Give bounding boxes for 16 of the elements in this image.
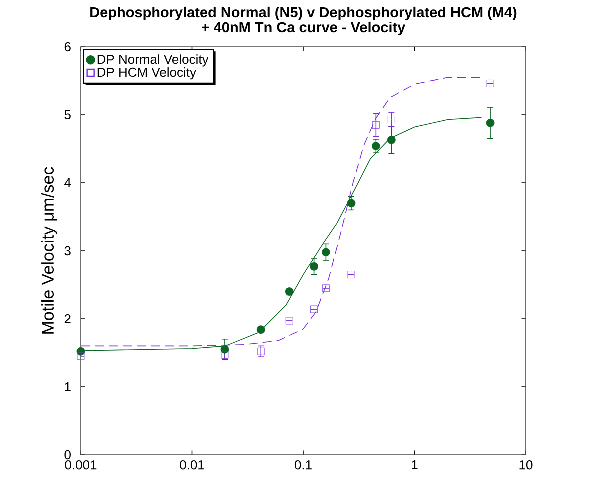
y-tick-label: 2 — [64, 314, 71, 324]
y-tick-label: 0 — [64, 450, 71, 460]
x-tick-label: 1 — [412, 460, 418, 470]
legend-label: DP HCM Velocity — [98, 68, 196, 80]
chart-title: Dephosphorylated Normal (N5) v Dephosphorylated HCM (M4) + 40nM Tn Ca curve - Velocity — [90, 6, 517, 36]
x-tick-label: 0.01 — [180, 460, 204, 470]
y-tick-label: 4 — [64, 178, 72, 188]
y-tick-label: 6 — [64, 42, 71, 52]
y-tick-label: 3 — [64, 246, 71, 256]
x-tick-label: 0.001 — [65, 460, 97, 470]
x-tick-label: 0.1 — [294, 460, 312, 470]
y-axis-title: Motile Velocity μm/sec — [42, 167, 58, 334]
x-tick-label: 10 — [520, 460, 533, 470]
y-tick-label: 5 — [64, 110, 71, 120]
y-tick-label: 1 — [65, 382, 71, 392]
legend-label: DP Normal Velocity — [98, 54, 209, 67]
